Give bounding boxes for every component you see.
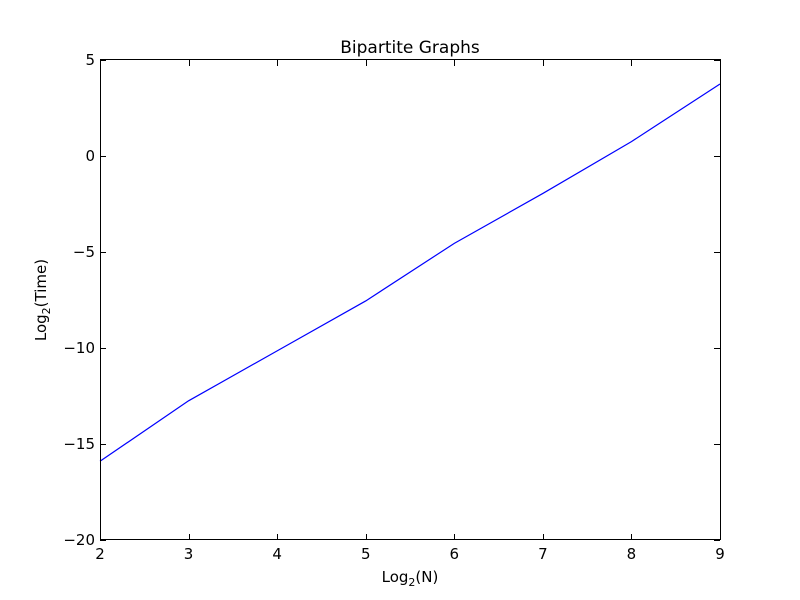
series-line-time [99, 83, 721, 462]
x-tick-label: 3 [184, 545, 194, 563]
y-tick-label: −15 [63, 435, 95, 453]
x-tick-label: 9 [715, 545, 725, 563]
y-tick-label: 0 [85, 147, 95, 165]
y-axis: 5 0 −5 −10 −15 −20 [63, 51, 720, 549]
axes-frame [100, 59, 721, 540]
y-tick-label: −20 [63, 531, 95, 549]
y-tick-label: −10 [63, 339, 95, 357]
x-axis-label-subscript: 2 [408, 576, 415, 589]
x-tick-label: 6 [450, 545, 460, 563]
x-axis-label-rest: (N) [415, 568, 438, 586]
x-tick-label: 8 [627, 545, 637, 563]
y-axis-label-base: Log [32, 314, 50, 341]
x-axis-label-base: Log [382, 568, 409, 586]
x-tick-label: 2 [95, 545, 105, 563]
y-axis-label-rest: (Time) [32, 259, 50, 307]
y-tick-label: 5 [85, 51, 95, 69]
y-tick-label: −5 [73, 243, 95, 261]
x-tick-label: 4 [272, 545, 282, 563]
x-axis: 2 3 4 5 6 7 8 9 [95, 60, 725, 563]
y-axis-label: Log2(Time) [32, 259, 53, 341]
y-axis-label-subscript: 2 [40, 307, 53, 314]
x-axis-label: Log2(N) [382, 568, 439, 589]
x-tick-label: 5 [361, 545, 371, 563]
x-tick-label: 7 [538, 545, 548, 563]
chart-title: Bipartite Graphs [340, 38, 480, 58]
plot-area [99, 83, 721, 462]
